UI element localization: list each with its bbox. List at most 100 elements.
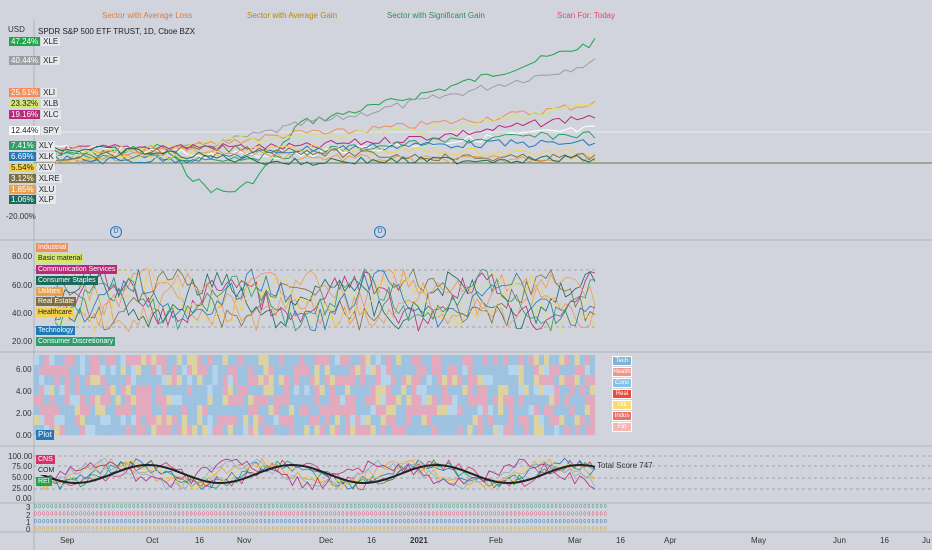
heatmap-cell — [375, 405, 381, 416]
counter-dot: 0 — [378, 519, 381, 525]
heatmap-cell — [192, 365, 198, 376]
counter-dot: 0 — [411, 512, 414, 518]
heatmap-cell — [426, 425, 432, 436]
counter-dot: 0 — [194, 512, 197, 518]
counter-dot: 0 — [374, 512, 377, 518]
counter-dot: 0 — [551, 512, 554, 518]
heatmap-cell — [493, 405, 499, 416]
counter-dot: 0 — [407, 512, 410, 518]
counter-dot: 0 — [460, 504, 463, 510]
counter-dot: 0 — [440, 512, 443, 518]
heatmap-cell — [462, 405, 468, 416]
counter-dot: 0 — [260, 512, 263, 518]
heatmap-cell — [263, 405, 269, 416]
heatmap-cell — [518, 365, 524, 376]
counter-dot: 0 — [321, 504, 324, 510]
counter-dot: 0 — [301, 512, 304, 518]
heatmap-cell — [340, 365, 346, 376]
heatmap-cell — [508, 425, 514, 436]
heatmap-cell — [181, 375, 188, 386]
heatmap-cell — [202, 355, 208, 366]
heatmap-cell — [579, 355, 585, 366]
heatmap-cell — [110, 375, 116, 386]
heatmap-cell — [110, 405, 116, 416]
counter-dot: 0 — [313, 519, 316, 525]
heatmap-cell — [227, 415, 233, 426]
heatmap-cell — [207, 395, 213, 406]
heatmap-cell — [350, 385, 356, 396]
heatmap-cell — [95, 375, 101, 386]
heatmap-cell — [436, 355, 443, 366]
counter-dot: 0 — [342, 504, 345, 510]
heatmap-cell — [477, 415, 483, 426]
heatmap-cell — [283, 415, 290, 426]
counter-dot: 0 — [436, 519, 439, 525]
y-tick-counter-2: 1 — [26, 518, 31, 527]
heatmap-cell — [243, 415, 249, 426]
counter-dot: 0 — [141, 527, 144, 533]
heatmap-cell — [411, 375, 417, 386]
heatmap-cell — [569, 365, 575, 376]
heatmap-cell — [365, 425, 371, 436]
counter-dot: 0 — [284, 519, 287, 525]
dividend-marker[interactable]: D — [110, 226, 122, 238]
counter-dot: 0 — [346, 519, 349, 525]
y-tick-rsi-2: 40.00 — [12, 309, 33, 318]
rsi-line — [54, 268, 596, 332]
heatmap-cell — [324, 405, 330, 416]
counter-dot: 0 — [588, 519, 591, 525]
heatmap-cell — [258, 405, 264, 416]
heatmap-cell — [74, 355, 80, 366]
heatmap-cell — [151, 425, 157, 436]
heatmap-cell — [181, 385, 188, 396]
heatmap-cell — [141, 355, 147, 366]
heatmap-cell — [289, 405, 295, 416]
heatmap-cell — [120, 385, 126, 396]
x-tick: Ju — [922, 536, 931, 545]
heatmap-cell — [79, 425, 86, 436]
counter-dot: 0 — [448, 512, 451, 518]
counter-dot: 0 — [493, 512, 496, 518]
heatmap-cell — [171, 425, 177, 436]
heatmap-cell — [110, 365, 116, 376]
heatmap-cell — [554, 405, 560, 416]
heatmap-cell — [411, 395, 417, 406]
heatmap-cell — [44, 375, 50, 386]
heatmap-cell — [49, 385, 55, 396]
heatmap-cell — [314, 385, 320, 396]
heatmap-cell — [289, 415, 295, 426]
rsi-legend-item: Basic material — [36, 254, 84, 263]
heatmap-cell — [105, 385, 111, 396]
heatmap-cell — [467, 375, 473, 386]
heatmap-cell — [584, 375, 590, 386]
heatmap-cell — [396, 415, 402, 426]
heatmap-cell — [294, 365, 300, 376]
heatmap-cell — [355, 365, 361, 376]
heatmap-cell — [283, 385, 290, 396]
heatmap-cell — [34, 415, 40, 426]
series-line-xlf — [54, 58, 596, 165]
counter-dot: 0 — [173, 527, 176, 533]
heatmap-cell — [462, 415, 468, 426]
counter-dot: 0 — [465, 527, 468, 533]
counter-dot: 0 — [403, 527, 406, 533]
counter-dot: 0 — [432, 519, 435, 525]
heatmap-cell — [105, 365, 111, 376]
counter-dot: 0 — [305, 512, 308, 518]
series-line-xlc — [54, 114, 596, 155]
heatmap-cell — [130, 405, 137, 416]
counter-dot: 0 — [145, 512, 148, 518]
heatmap-cell — [472, 415, 478, 426]
heatmap-cell — [355, 375, 361, 386]
counter-dot: 0 — [153, 504, 156, 510]
counter-dot: 0 — [153, 519, 156, 525]
counter-dot: 0 — [178, 519, 181, 525]
heatmap-cell — [538, 395, 545, 406]
heatmap-cell — [74, 375, 80, 386]
heatmap-cell — [34, 405, 40, 416]
heatmap-cell — [559, 415, 565, 426]
counter-dot: 0 — [296, 519, 299, 525]
heatmap-cell — [90, 395, 96, 406]
dividend-marker[interactable]: D — [374, 226, 386, 238]
